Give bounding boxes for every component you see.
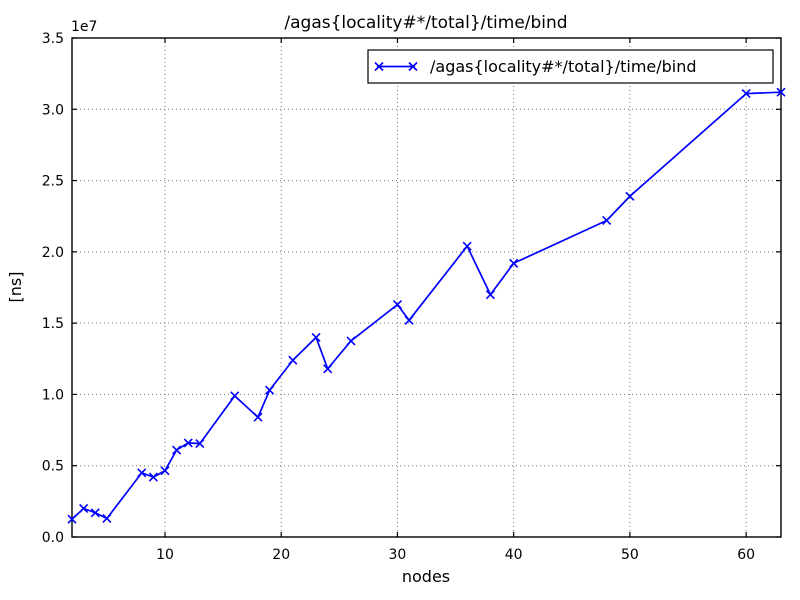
x-tick-label: 20 xyxy=(272,547,290,563)
data-point-marker xyxy=(509,258,519,268)
data-point-marker xyxy=(404,315,414,325)
legend-box xyxy=(367,49,774,84)
data-point-marker xyxy=(288,355,298,365)
y-axis-offset-label: 1e7 xyxy=(71,19,97,35)
legend-line-sample xyxy=(374,61,418,72)
data-point-marker xyxy=(137,468,147,478)
data-point-marker xyxy=(79,503,89,514)
y-tick-label: 1.0 xyxy=(42,387,64,403)
y-tick-label: 1.5 xyxy=(42,316,64,332)
x-tick-label: 30 xyxy=(389,547,407,563)
legend-entry-label: /agas{locality#*/total}/time/bind xyxy=(430,57,697,76)
x-tick-label: 10 xyxy=(156,547,174,563)
data-point-marker xyxy=(265,385,275,395)
chart-title: /agas{locality#*/total}/time/bind xyxy=(284,13,567,33)
x-tick-label: 50 xyxy=(621,547,639,563)
data-point-marker xyxy=(230,391,240,401)
data-series xyxy=(67,87,786,524)
data-point-marker xyxy=(625,191,635,201)
data-point-marker xyxy=(183,438,193,448)
x-tick-label: 40 xyxy=(505,547,523,563)
data-point-marker xyxy=(346,336,356,346)
y-tick-label: 2.0 xyxy=(42,245,64,261)
y-tick-label: 0.0 xyxy=(42,530,64,546)
data-point-marker xyxy=(776,87,786,97)
data-point-marker xyxy=(90,508,100,518)
data-point-marker xyxy=(602,215,612,226)
y-tick-label: 0.5 xyxy=(42,459,64,475)
legend-sample-marker xyxy=(408,61,418,72)
axis-tick-labels: 10 20 30 40 50 60 0.0 0.5 1.0 1.5 2.0 2.5 3.0 3.5 xyxy=(42,31,755,563)
data-line xyxy=(71,91,782,520)
axis-ticks xyxy=(72,37,781,538)
plot-border xyxy=(71,37,782,538)
x-axis-label: nodes xyxy=(402,567,450,586)
legend: /agas{locality#*/total}/time/bind xyxy=(367,49,774,84)
x-tick-label: 60 xyxy=(737,547,755,563)
data-point-marker xyxy=(311,332,321,342)
data-point-marker xyxy=(160,466,170,476)
y-tick-label: 3.5 xyxy=(42,31,64,47)
data-point-marker xyxy=(253,412,263,422)
grid-lines xyxy=(72,37,781,538)
data-point-marker xyxy=(102,513,112,524)
y-axis-label: [ns] xyxy=(6,272,25,303)
data-point-marker xyxy=(148,472,158,482)
y-tick-label: 2.5 xyxy=(42,174,64,190)
data-point-marker xyxy=(195,439,205,449)
axes-spines xyxy=(71,37,782,538)
data-point-marker xyxy=(485,290,495,300)
data-point-marker xyxy=(323,364,333,374)
data-point-marker xyxy=(67,514,77,524)
data-point-marker xyxy=(392,300,403,310)
y-tick-label: 3.0 xyxy=(42,102,64,118)
legend-sample-marker xyxy=(374,61,384,72)
data-point-marker xyxy=(462,241,472,251)
data-point-marker xyxy=(741,89,751,99)
data-point-marker xyxy=(172,445,182,455)
